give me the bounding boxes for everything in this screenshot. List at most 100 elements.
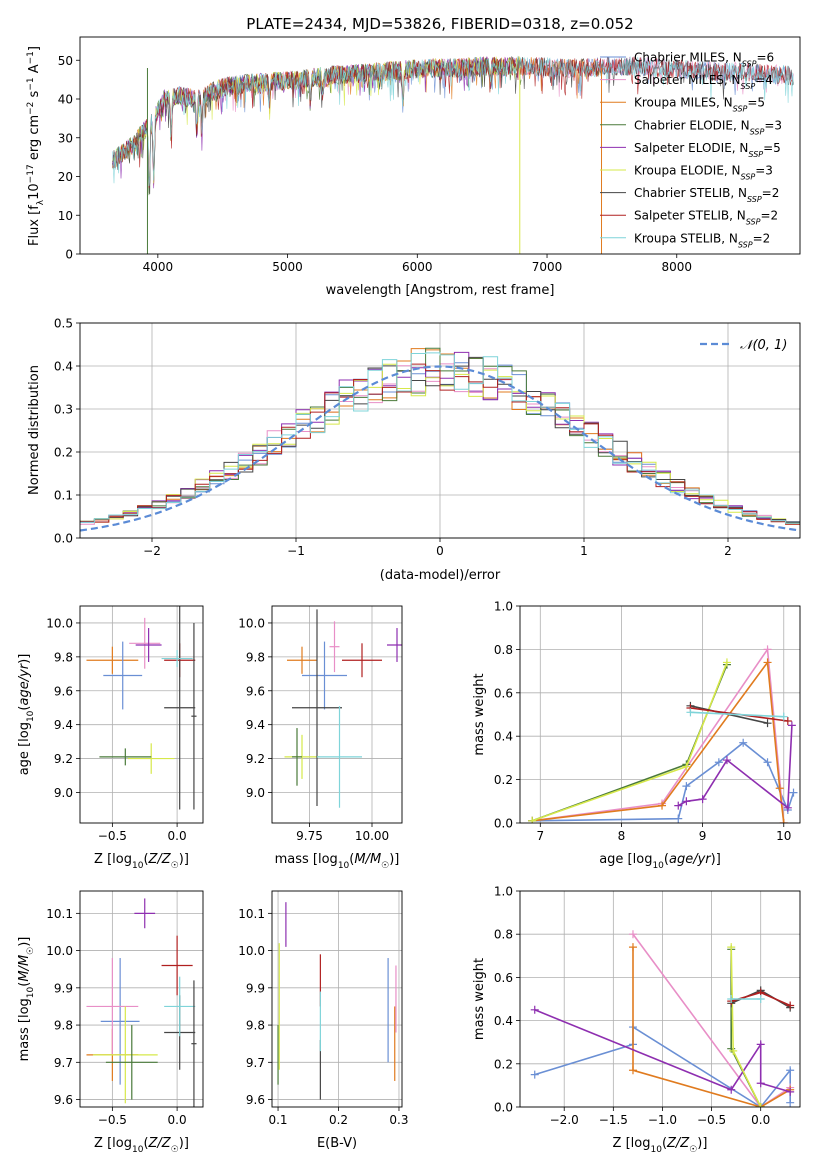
x-tick-label: −1 [287, 544, 305, 558]
label-part: 10 [338, 861, 350, 871]
label-part: −1 [26, 51, 36, 64]
axis-label: Z [log10(Z/Z☉)] [613, 1136, 708, 1155]
axes-frame [271, 605, 403, 824]
x-tick-label: 4000 [143, 260, 174, 274]
axes-frame [79, 605, 204, 824]
weight-line-chabrier_elodie [531, 664, 728, 822]
legend-label: Chabrier STELIB, NSSP=2 [634, 186, 779, 204]
label-part: A [27, 64, 42, 77]
legend-label: Salpeter STELIB, NSSP=2 [634, 209, 778, 227]
y-tick-label: 0.4 [494, 1014, 513, 1028]
weight-marker-salpeter_elodie [756, 1040, 765, 1049]
weight-marker-salpeter_elodie [722, 756, 731, 765]
y-tick-label: 0.2 [54, 446, 73, 460]
label-part: mass weight [472, 958, 487, 1040]
weight-marker-chabrier_miles [786, 1098, 795, 1107]
legend-val: =5 [747, 96, 765, 110]
axes-frame [519, 605, 801, 824]
legend-text: Salpeter STELIB, N [634, 209, 746, 223]
y-tick-label: 0.2 [494, 773, 513, 787]
y-tick-label: 0.5 [54, 317, 73, 331]
y-tick-label: 10.1 [238, 907, 265, 921]
weight-line-salpeter_elodie [677, 725, 793, 810]
x-tick-label: 1 [580, 544, 588, 558]
label-part: Z [log [613, 1136, 651, 1151]
spectrum-line-kroupa_stelib [112, 55, 794, 187]
y-tick-label: 9.8 [54, 1019, 73, 1033]
legend-text: Chabrier STELIB, N [634, 186, 747, 200]
label-part: ( [664, 852, 669, 867]
chart-spectrum: 4000 5000 6000 7000 8000 0 10 20 30 40 50 wavelengt… [26, 36, 801, 298]
x-tick-label: −0.5 [98, 1113, 127, 1127]
weight-line-chabrier_miles [532, 741, 795, 822]
label-part: erg cm [27, 115, 42, 164]
axis-label: Normed distribution [27, 365, 42, 495]
weight-marker-salpeter_elodie [698, 795, 707, 804]
y-tick-label: 0.8 [494, 643, 513, 657]
y-tick-label: 1.0 [494, 885, 513, 899]
legend-text: Chabrier ELODIE, N [634, 118, 750, 132]
weight-marker-chabrier_miles [530, 1070, 539, 1079]
label-part: 10 [26, 710, 36, 722]
chart-mass_age: 9.75 10.00 9.0 9.2 9.4 9.6 9.8 10.0 mass [log10(… [238, 605, 403, 871]
weight-marker-chabrier_miles [786, 1066, 795, 1075]
weight-line-kroupa_miles [632, 947, 791, 1107]
label-part: age [log [599, 852, 652, 867]
weight-marker-kroupa_miles [763, 658, 772, 667]
label-part: ( [143, 1136, 148, 1151]
weight-marker-kroupa_elodie [727, 943, 736, 952]
x-tick-label: −0.5 [98, 829, 127, 843]
label-part: ( [17, 706, 32, 711]
label-part: Normed distribution [27, 365, 42, 495]
weight-line-salpeter_miles [532, 647, 785, 823]
label-part: ( [17, 982, 32, 987]
y-tick-label: 0.0 [494, 817, 513, 831]
y-tick-label: 10.0 [46, 616, 73, 630]
weight-marker-kroupa_elodie [682, 762, 691, 771]
legend-label: Kroupa ELODIE, NSSP=3 [634, 164, 773, 182]
label-part: λ [36, 199, 46, 205]
label-part: ( [143, 852, 148, 867]
x-tick-label: 6000 [402, 260, 433, 274]
y-tick-label: 9.8 [54, 650, 73, 664]
weight-line-kroupa_stelib [690, 711, 784, 718]
label-part: ☉ [381, 861, 389, 871]
y-tick-label: 0.6 [494, 686, 513, 700]
legend-text: Salpeter ELODIE, N [634, 141, 748, 155]
label-part: 10 [650, 1145, 662, 1155]
weight-marker-salpeter_elodie [674, 801, 683, 810]
y-tick-label: 9.0 [246, 786, 265, 800]
y-tick-label: 0.3 [54, 403, 73, 417]
weight-marker-salpeter_elodie [787, 721, 796, 730]
x-tick-label: 8 [618, 829, 626, 843]
legend-sub: SSP [750, 127, 765, 136]
x-tick-label: −2 [143, 544, 161, 558]
axis-label: age [log10(age/yr)] [599, 852, 721, 871]
weight-marker-chabrier_miles [674, 814, 683, 823]
legend-val: =2 [760, 209, 778, 223]
axes-frame [79, 322, 801, 539]
label-part: Z/Z [666, 1136, 690, 1151]
weight-marker-chabrier_stelib [763, 719, 772, 728]
axis-label: mass weight [472, 958, 487, 1040]
legend-label: Salpeter ELODIE, NSSP=5 [634, 141, 781, 159]
y-tick-label: 0.8 [494, 928, 513, 942]
label-part: )] [711, 852, 721, 867]
label-part: 10 [27, 183, 42, 200]
plot-area [284, 609, 402, 808]
residual-hist-chabrier_elodie [80, 347, 800, 524]
legend-label: Kroupa STELIB, NSSP=2 [634, 231, 770, 249]
label-part: 10 [132, 1145, 144, 1155]
legend-val: =4 [755, 73, 773, 87]
weight-marker-chabrier_miles [682, 782, 691, 791]
x-tick-label: 9.75 [296, 829, 323, 843]
normal-legend-label: 𝒩(0, 1) [740, 338, 787, 353]
plot-area [86, 606, 197, 810]
label-part: age/yr [669, 852, 712, 867]
weight-marker-kroupa_miles [779, 819, 788, 823]
axes-frame [79, 36, 801, 255]
axis-label: (data-model)/error [380, 568, 501, 583]
y-tick-label: 9.6 [246, 684, 265, 698]
